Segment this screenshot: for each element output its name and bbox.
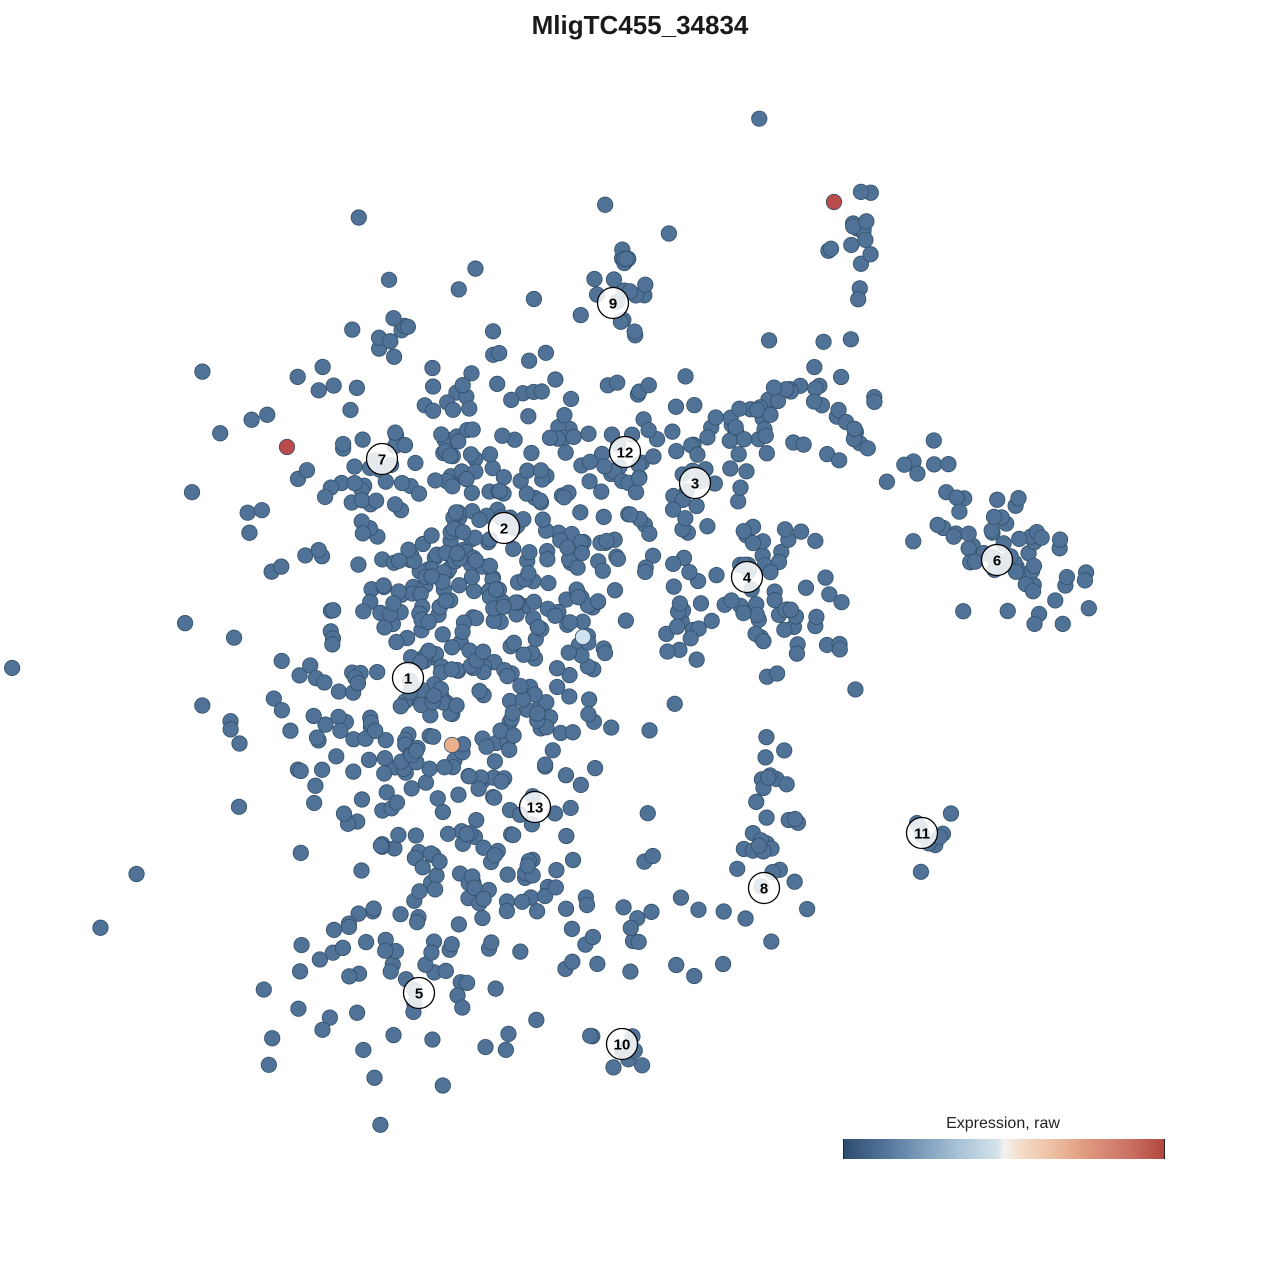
- svg-text:4: 4: [743, 570, 752, 587]
- svg-text:2: 2: [500, 521, 508, 538]
- svg-text:9: 9: [609, 296, 617, 313]
- svg-text:5: 5: [415, 986, 423, 1003]
- svg-text:13: 13: [527, 800, 544, 817]
- svg-text:11: 11: [914, 826, 930, 843]
- svg-text:10: 10: [614, 1037, 631, 1054]
- svg-text:1: 1: [404, 671, 412, 688]
- svg-text:7: 7: [378, 452, 386, 469]
- svg-text:12: 12: [617, 445, 634, 462]
- svg-text:6: 6: [993, 553, 1001, 570]
- svg-text:8: 8: [760, 881, 768, 898]
- svg-text:3: 3: [691, 476, 699, 493]
